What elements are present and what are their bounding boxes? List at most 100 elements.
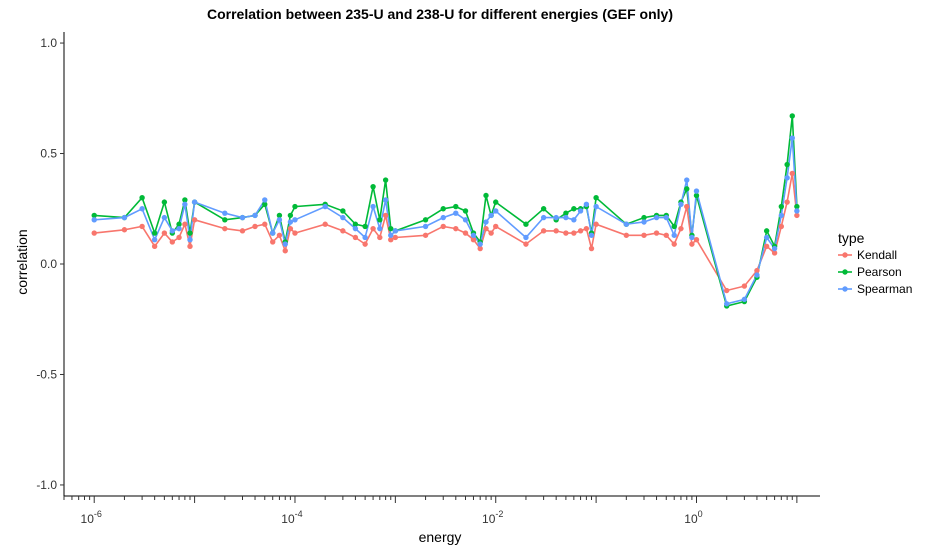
data-point-spearman: [187, 236, 193, 243]
data-point-kendall: [483, 225, 489, 232]
data-point-spearman: [322, 203, 328, 210]
series-line-spearman: [94, 137, 798, 305]
data-point-pearson: [493, 199, 499, 205]
data-point-kendall: [182, 221, 188, 227]
data-point-kendall: [784, 199, 790, 205]
data-point-pearson: [422, 217, 429, 223]
data-point-pearson: [352, 221, 359, 227]
axis-ticks: -1.0 -0.5 0.0 0.5 1.0 10-6 10-4 10-2 100: [36, 36, 798, 526]
data-point-kendall: [287, 225, 294, 232]
y-axis-title: correlation: [14, 229, 30, 294]
data-point-kendall: [577, 228, 584, 234]
data-point-kendall: [91, 230, 97, 236]
legend-key-point: [842, 269, 848, 275]
data-point-spearman: [693, 188, 700, 194]
data-point-pearson: [377, 217, 383, 223]
data-point-spearman: [270, 230, 276, 236]
series-line-pearson: [94, 115, 798, 307]
data-point-spearman: [523, 234, 529, 241]
data-point-spearman: [653, 214, 660, 221]
data-point-spearman: [287, 219, 294, 225]
x-tick-label: 100: [684, 509, 702, 526]
data-point-spearman: [483, 219, 489, 225]
data-point-pearson: [789, 113, 795, 119]
data-point-spearman: [671, 232, 677, 238]
data-point-kendall: [563, 230, 569, 236]
data-point-spearman: [392, 228, 399, 234]
data-point-kendall: [724, 287, 730, 294]
data-point-kendall: [340, 228, 346, 234]
series-lines: [94, 115, 798, 307]
data-point-kendall: [362, 241, 368, 247]
data-point-spearman: [540, 214, 547, 221]
data-point-spearman: [182, 201, 188, 208]
data-point-kendall: [488, 230, 494, 236]
data-point-spearman: [763, 234, 770, 241]
data-point-pearson: [161, 199, 168, 205]
data-point-pearson: [778, 203, 785, 210]
legend-key-point: [842, 286, 848, 292]
data-point-spearman: [388, 232, 394, 238]
data-point-pearson: [276, 212, 283, 219]
data-point-pearson: [388, 225, 394, 232]
data-point-spearman: [663, 214, 669, 221]
data-point-pearson: [370, 183, 376, 190]
data-point-pearson: [763, 228, 770, 234]
data-point-spearman: [754, 272, 760, 278]
y-tick-label: 1.0: [40, 36, 57, 50]
data-point-spearman: [593, 203, 599, 210]
data-point-spearman: [583, 201, 590, 208]
data-point-kendall: [641, 232, 647, 238]
data-point-kendall: [523, 241, 529, 247]
data-point-kendall: [571, 230, 577, 236]
data-point-kendall: [262, 221, 268, 227]
data-point-spearman: [139, 206, 145, 212]
data-point-spearman: [453, 210, 459, 216]
data-point-spearman: [340, 214, 346, 221]
data-point-kendall: [540, 228, 547, 234]
data-point-pearson: [292, 203, 298, 210]
data-point-kendall: [477, 245, 483, 252]
data-point-kendall: [453, 225, 459, 232]
data-point-kendall: [252, 223, 258, 230]
data-point-spearman: [370, 203, 376, 210]
data-point-spearman: [553, 214, 559, 221]
data-point-kendall: [239, 228, 246, 234]
data-point-pearson: [151, 230, 158, 236]
legend-label: Kendall: [857, 248, 897, 262]
data-point-kendall: [139, 223, 145, 230]
data-point-spearman: [678, 201, 684, 208]
data-point-pearson: [641, 214, 647, 221]
data-point-kendall: [169, 239, 176, 245]
data-point-spearman: [477, 241, 483, 247]
data-point-kendall: [663, 232, 669, 238]
data-point-pearson: [684, 186, 690, 192]
data-point-pearson: [453, 203, 459, 210]
data-point-spearman: [623, 221, 630, 227]
data-point-spearman: [121, 214, 128, 221]
y-tick-label: 0.5: [40, 147, 57, 161]
data-point-pearson: [671, 223, 677, 230]
data-point-pearson: [287, 212, 294, 219]
data-point-spearman: [292, 217, 298, 223]
legend: type Kendall Pearson Spearman: [838, 230, 912, 296]
data-point-kendall: [161, 230, 168, 236]
data-point-kendall: [653, 230, 660, 236]
data-point-kendall: [352, 234, 359, 241]
data-point-pearson: [362, 223, 368, 230]
data-point-spearman: [684, 177, 690, 183]
data-point-spearman: [724, 301, 730, 307]
data-point-spearman: [488, 212, 494, 219]
data-point-pearson: [262, 201, 268, 208]
series-points: [91, 113, 800, 309]
data-point-kendall: [493, 223, 499, 230]
data-point-kendall: [176, 234, 182, 241]
data-point-spearman: [588, 232, 595, 238]
data-point-pearson: [187, 230, 193, 236]
data-point-kendall: [388, 236, 394, 243]
data-point-spearman: [778, 212, 785, 219]
data-point-kendall: [276, 232, 283, 238]
data-point-pearson: [182, 197, 188, 203]
x-tick-label: 10-2: [482, 509, 503, 526]
data-point-kendall: [794, 212, 800, 219]
